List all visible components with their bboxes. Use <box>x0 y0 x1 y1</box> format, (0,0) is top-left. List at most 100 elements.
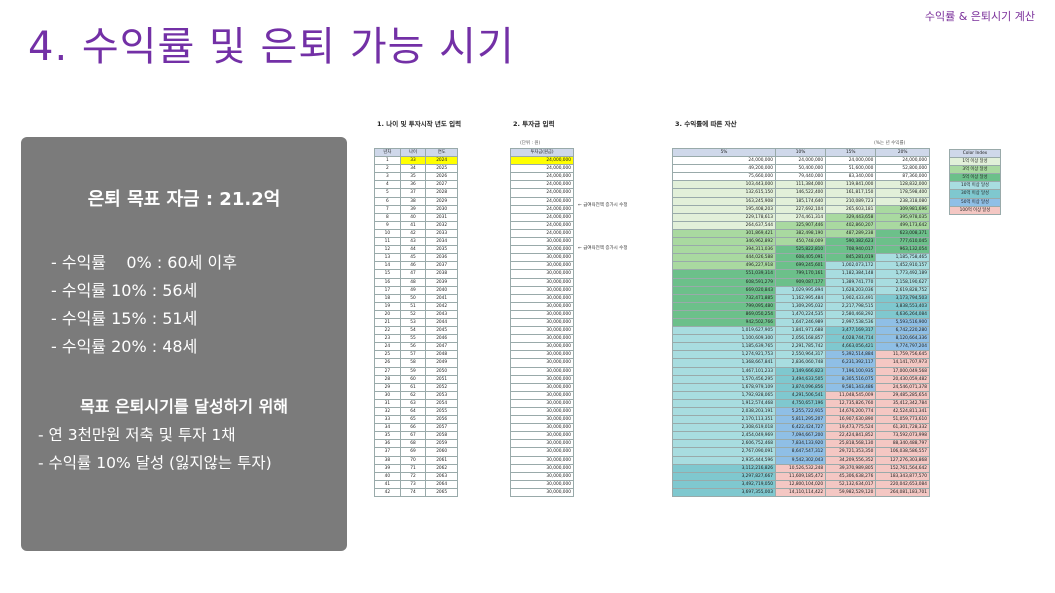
table-cell: 265,603,181 <box>825 204 877 214</box>
table-cell: 1,773,492,189 <box>875 269 930 279</box>
table-cell: 2030 <box>425 204 458 214</box>
legend-row: 30억 이상 달성 <box>949 189 1001 199</box>
table-cell: 2059 <box>425 439 458 449</box>
table-cell: 777,610,045 <box>875 237 930 247</box>
table-cell: 30,000,000 <box>510 342 574 352</box>
table-cell: 51,059,773,610 <box>875 415 930 425</box>
table-cell: 22,424,841,852 <box>825 431 877 441</box>
table-cell: 30,000,000 <box>510 479 574 489</box>
table-cell: 30,000,000 <box>510 471 574 481</box>
table-row: 2,454,049,969 7,094,667,200 22,424,841,852… <box>672 431 930 441</box>
table-cell: 4,750,657,196 <box>774 398 827 409</box>
table-cell: 2033 <box>425 228 458 239</box>
table-cell: 2,038,203,191 <box>672 406 776 417</box>
table-row: 24,000,000 <box>510 156 574 166</box>
table-cell: 608,591,279 <box>672 277 776 287</box>
table-cell: 2043 <box>425 309 458 319</box>
header-cell: 연도 <box>425 147 458 158</box>
table-cell: 22 <box>374 326 401 336</box>
table-cell: 2,550,964,317 <box>774 350 827 360</box>
table-cell: 30,000,000 <box>510 390 574 400</box>
table-row: 24,000,000 <box>510 220 574 230</box>
table-cell: 38 <box>399 196 427 206</box>
table-cell: 1,467,101,233 <box>672 366 776 376</box>
legend-row: 1억 이상 달성 <box>949 157 1001 167</box>
table-cell: 30,000,000 <box>510 358 574 368</box>
table-row: 30,000,000 <box>510 342 574 352</box>
table-row: 49,200,000 50,400,000 51,600,000 52,800,000 <box>672 164 930 174</box>
table-row: 669,020,843 1,029,995,894 1,628,203,036 2,6… <box>672 285 930 295</box>
summary-panel: 은퇴 목표 자금 : 21.2억 - 수익률 0% : 60세 이후 - 수익률… <box>21 137 347 551</box>
table-cell: 3,492,719,050 <box>672 479 776 489</box>
table-row: 394,311,036 525,822,810 708,940,017 963,132… <box>672 245 930 255</box>
table-cell: 2041 <box>425 293 458 303</box>
table-cell: 1,185,758,465 <box>875 253 930 263</box>
table-cell: 24,000,000 <box>825 156 877 166</box>
table-cell: 3,149,666,823 <box>774 366 827 376</box>
table-cell: 30,000,000 <box>510 415 574 425</box>
table-cell: 14,141,707,973 <box>875 358 930 368</box>
table-cell: 2 <box>374 164 401 174</box>
table-cell: 1,100,609,300 <box>672 334 776 344</box>
table-row: 30,000,000 <box>510 269 574 279</box>
table-row: 30,000,000 <box>510 237 574 247</box>
table-row: 41 73 2064 <box>374 479 458 489</box>
table-cell: 3,477,169,317 <box>825 326 877 336</box>
age-year-table: 년차 나이 연도 1 33 2024 2 34 2025 3 35 2026 4 36 2027 5 37… <box>374 147 458 498</box>
table-cell: 12,800,104,020 <box>774 479 827 489</box>
table-cell: 845,281,019 <box>825 253 877 263</box>
table-row: 42 74 2065 <box>374 487 458 498</box>
table-row: 30,000,000 <box>510 358 574 368</box>
table-row: 30,000,000 <box>510 439 574 449</box>
table-cell: 1,274,921,753 <box>672 350 776 360</box>
table-cell: 34 <box>374 423 401 433</box>
table-cell: 163,245,908 <box>672 196 776 206</box>
table-cell: 68 <box>399 439 427 449</box>
table-cell: 24,000,000 <box>510 204 574 214</box>
legend-row: 3억 이상 달성 <box>949 165 1001 175</box>
table-cell: 30,000,000 <box>510 317 574 328</box>
table-row: 346,962,892 450,748,009 590,382,623 777,610… <box>672 237 930 247</box>
table-row: 40 72 2063 <box>374 471 458 481</box>
table-cell: 210,089,723 <box>825 196 877 206</box>
table-cell: 88,340,488,797 <box>875 439 930 449</box>
table-cell: 7,196,100,935 <box>825 366 877 376</box>
table-cell: 669,020,843 <box>672 285 776 295</box>
table-row: 24,000,000 24,000,000 24,000,000 24,000,000 <box>672 156 930 166</box>
table-cell: 325,907,446 <box>774 220 827 230</box>
table-cell: 10 <box>374 228 401 239</box>
table-cell: 59,982,529,120 <box>825 487 877 498</box>
table-row: 75,660,000 79,440,000 83,340,000 87,360,000 <box>672 172 930 182</box>
table-row: 30 62 2053 <box>374 390 458 400</box>
table-row: 30,000,000 <box>510 431 574 441</box>
table-cell: 35,412,342,784 <box>875 398 930 409</box>
table-cell: 11,609,185,472 <box>774 471 827 481</box>
table-cell: 942,502,766 <box>672 317 776 328</box>
table-cell: 178,598,400 <box>875 188 930 198</box>
table-cell: 227,692,104 <box>774 204 827 214</box>
table-cell: 301,869,421 <box>672 228 776 239</box>
table-cell: 28 <box>374 374 401 384</box>
table-row: 229,178,613 274,461,314 329,443,658 395,978… <box>672 212 930 222</box>
table-cell: 1,019,627,905 <box>672 326 776 336</box>
table-cell: 40 <box>374 471 401 481</box>
table-row: 551,039,314 799,170,161 1,182,384,148 1,773… <box>672 269 930 279</box>
table-row: 799,095,480 1,309,295,032 2,217,798,515 3,8… <box>672 301 930 311</box>
table-cell: 24,000,000 <box>510 228 574 239</box>
table-cell: 71 <box>399 463 427 473</box>
table-cell: 7,094,667,200 <box>774 431 827 441</box>
table-cell: 36 <box>374 439 401 449</box>
table-cell: 2045 <box>425 326 458 336</box>
table-cell: 57 <box>399 350 427 360</box>
table-cell: 2057 <box>425 423 458 433</box>
table-cell: 6,422,424,727 <box>774 423 827 433</box>
table-cell: 38 <box>374 455 401 465</box>
table-cell: 264,081,183,701 <box>875 487 930 498</box>
table-cell: 4,028,744,714 <box>825 334 877 344</box>
table-cell: 30,000,000 <box>510 285 574 295</box>
table-cell: 2,056,168,857 <box>774 334 827 344</box>
table-row: 24,000,000 <box>510 196 574 206</box>
table-cell: 2034 <box>425 237 458 247</box>
table-cell: 30,000,000 <box>510 455 574 465</box>
table-row: 2,308,619,018 6,422,424,727 19,473,775,524… <box>672 423 930 433</box>
